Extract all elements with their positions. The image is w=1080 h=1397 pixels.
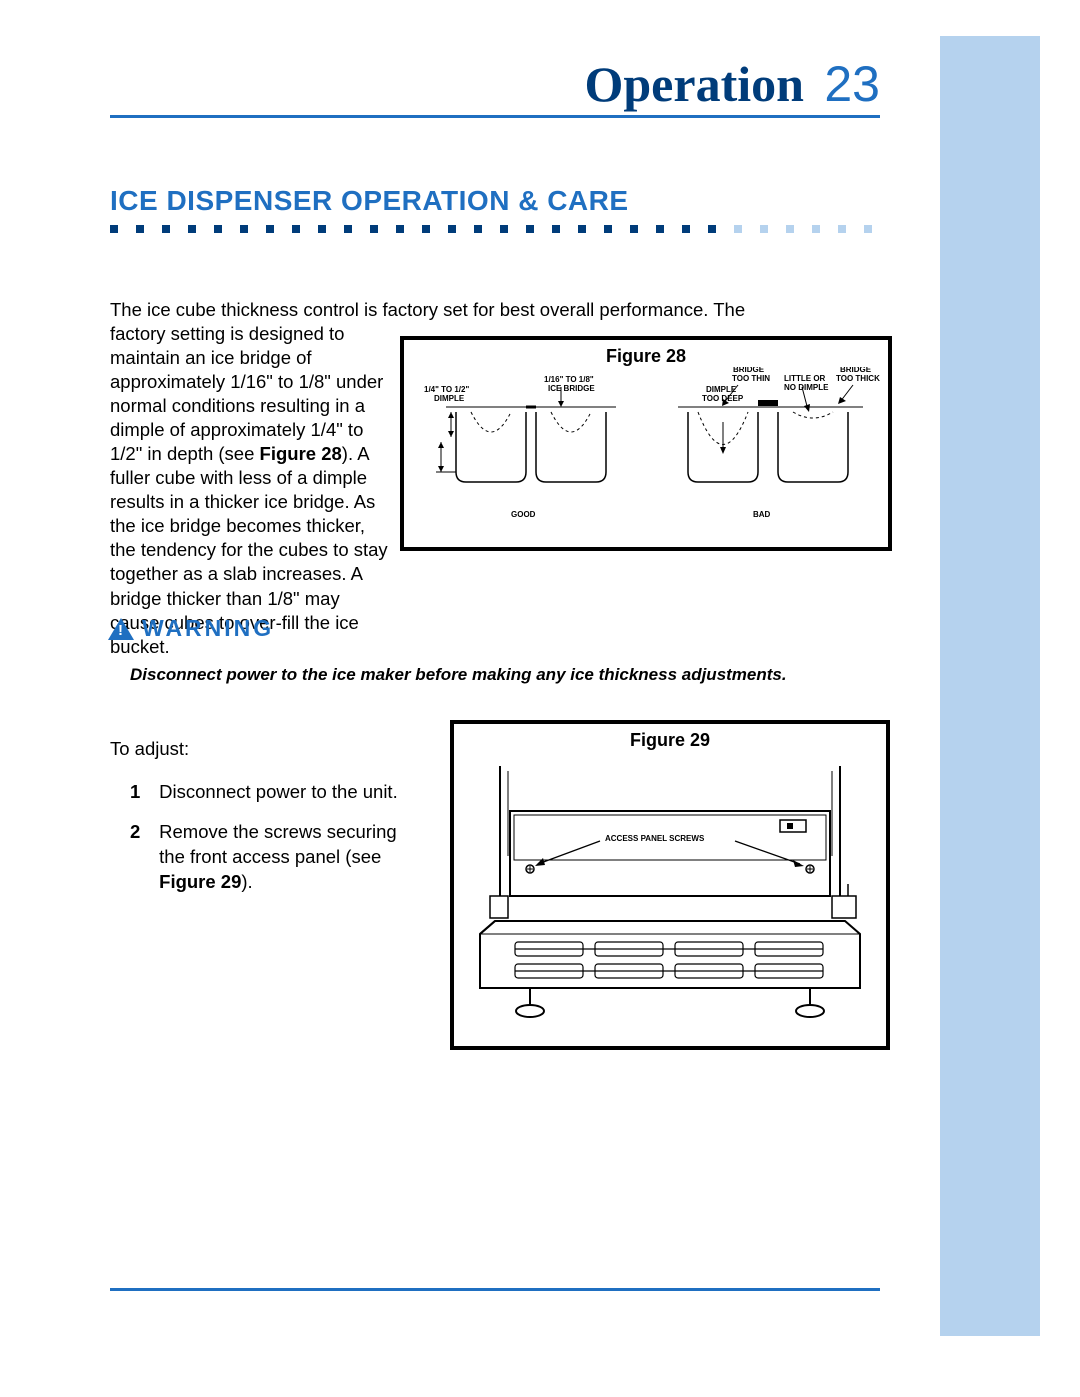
fig28-good-label: GOOD [511,510,536,519]
divider-dot [604,225,612,233]
section-title: ICE DISPENSER OPERATION & CARE [110,185,629,217]
divider-dot [240,225,248,233]
divider-dot [188,225,196,233]
fig28-thin-label: BRIDGETOO THIN [732,367,770,383]
right-margin-band [940,36,1040,1336]
divider-dot [266,225,274,233]
divider-dot [682,225,690,233]
figure-29-ref: Figure 29 [159,871,241,892]
warning-heading: WARNING [108,615,274,642]
section-dot-divider [110,225,940,235]
divider-dot-light [838,225,846,233]
step-2: 2 Remove the screws securing the front a… [130,820,420,895]
manual-page: Operation 23 ICE DISPENSER OPERATION & C… [0,0,1080,1397]
step-2-number: 2 [130,820,154,845]
divider-dot [552,225,560,233]
fig28-deep-label: DIMPLETOO DEEP [702,385,744,403]
footer-rule [110,1288,880,1291]
divider-dot [500,225,508,233]
figure-29: Figure 29 ACCESS PANEL SCREWS [450,720,890,1050]
intro-line1: The ice cube thickness control is factor… [110,298,880,322]
divider-dot [656,225,664,233]
fig29-screws-label: ACCESS PANEL SCREWS [605,834,705,843]
divider-dot [578,225,586,233]
divider-dot [526,225,534,233]
figure-28-diagram: 1/4" TO 1/2"DIMPLE 1/16" TO 1/8"ICE BRID… [406,367,886,542]
divider-dot [292,225,300,233]
divider-dot-light [812,225,820,233]
fig28-bridge-label: 1/16" TO 1/8"ICE BRIDGE [544,375,595,393]
divider-dot-light [786,225,794,233]
header-page-number: 23 [824,55,880,113]
divider-dot-light [760,225,768,233]
figure-29-diagram: ACCESS PANEL SCREWS [460,756,880,1041]
divider-dot [370,225,378,233]
divider-dot-light [864,225,872,233]
warning-label-text: WARNING [142,615,274,642]
to-adjust-intro: To adjust: [110,738,189,760]
divider-dot [344,225,352,233]
header-rule [110,115,880,118]
figure-28-caption: Figure 28 [404,346,888,367]
divider-dot [396,225,404,233]
fig28-nodimple-label: LITTLE ORNO DIMPLE [784,374,829,392]
step-1-text: Disconnect power to the unit. [159,780,419,805]
divider-dot [214,225,222,233]
figure-29-caption: Figure 29 [454,730,886,751]
divider-dot [448,225,456,233]
divider-dot [630,225,638,233]
header-title: Operation [584,55,803,113]
fig28-dimple-label: 1/4" TO 1/2"DIMPLE [424,385,469,403]
fig28-thick-label: BRIDGETOO THICK [836,367,880,383]
divider-dot [422,225,430,233]
divider-dot-light [734,225,742,233]
step-1: 1 Disconnect power to the unit. [130,780,420,805]
figure-28: Figure 28 [400,336,892,551]
figure-28-ref: Figure 28 [260,443,342,464]
warning-body: Disconnect power to the ice maker before… [130,665,870,685]
divider-dot [162,225,170,233]
divider-dot [474,225,482,233]
divider-dot [708,225,716,233]
fig28-bad-label: BAD [753,510,771,519]
divider-dot [110,225,118,233]
divider-dot [318,225,326,233]
divider-dot [136,225,144,233]
step-1-number: 1 [130,780,154,805]
step-2-text: Remove the screws securing the front acc… [159,820,419,895]
warning-triangle-icon [108,618,134,640]
page-header: Operation 23 [110,55,880,113]
intro-wrap: factory setting is designed to maintain … [110,322,390,659]
